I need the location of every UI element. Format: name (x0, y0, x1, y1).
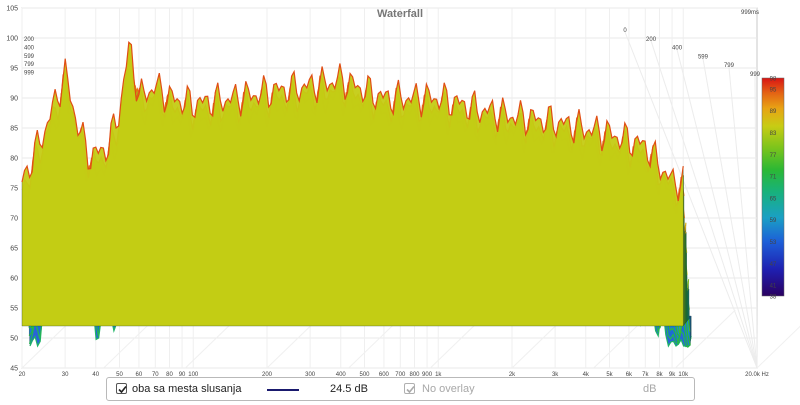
x-tick-label: 2k (509, 372, 516, 378)
x-tick-label: 900 (422, 372, 433, 378)
time-grid-line (650, 40, 758, 369)
y-tick-label: 60 (10, 276, 18, 283)
x-tick-label: 90 (179, 372, 186, 378)
time-grid-line (624, 31, 758, 369)
colorbar-tick-label: 53 (770, 240, 777, 246)
x-tick-label: 300 (305, 372, 316, 378)
axis-labels: 45 50 55 60 65 70 75 80 85 90 95 100 105 20 30 40 50 60 70… (6, 6, 769, 379)
y-tick-label: 100 (6, 36, 18, 43)
series-level: 24.5 dB (330, 383, 368, 395)
colorbar-tick-label: 41 (770, 284, 777, 290)
x-tick-label: 70 (152, 372, 159, 378)
chart-title: Waterfall (377, 8, 423, 20)
time-tick-label: 599 (698, 54, 709, 60)
slice-ridge-line (21, 41, 684, 202)
x-tick-label: 5k (606, 372, 613, 378)
x-tick-label: 60 (136, 372, 143, 378)
x-unit-label: 20.0k Hz (745, 372, 769, 378)
colorbar-tick-label: 59 (770, 218, 777, 224)
time-left-label: 999 (24, 71, 35, 77)
x-tick-label: 40 (92, 372, 99, 378)
x-tick-label: 30 (62, 372, 69, 378)
overlay-checkbox[interactable] (404, 383, 415, 394)
x-tick-label: 9k (669, 372, 676, 378)
y-tick-label: 45 (10, 366, 18, 373)
x-tick-label: 800 (409, 372, 420, 378)
legend-bar: oba sa mesta slusanja 24.5 dB No overlay… (106, 377, 695, 401)
x-tick-label: 80 (166, 372, 173, 378)
checkmark-icon (406, 385, 415, 394)
time-tick-label: 200 (646, 37, 657, 43)
time-grid-line (728, 67, 758, 369)
x-tick-label: 700 (395, 372, 406, 378)
colorbar-tick-label: 89 (770, 109, 777, 115)
time-tick-label: 0 (623, 28, 627, 34)
colorbar-gradient (761, 77, 785, 297)
colorbar-tick-label: 65 (770, 196, 777, 202)
x-tick-label: 500 (359, 372, 370, 378)
waterfall-slice (21, 41, 684, 327)
y-tick-label: 85 (10, 126, 18, 133)
x-tick-label: 400 (336, 372, 347, 378)
y-tick-label: 55 (10, 306, 18, 313)
floor-line (756, 325, 800, 369)
colorbar: 98 95 89 83 77 71 65 59 53 47 41 38 (761, 77, 785, 301)
x-tick-label: 200 (262, 372, 273, 378)
colorbar-tick-label: 77 (770, 153, 777, 159)
y-tick-label: 105 (6, 6, 18, 13)
x-tick-label: 1k (435, 372, 442, 378)
time-grid-line (676, 49, 758, 369)
y-tick-label: 50 (10, 336, 18, 343)
time-grid-line (754, 75, 758, 369)
x-tick-label: 50 (116, 372, 123, 378)
colorbar-tick-label: 98 (770, 77, 777, 83)
time-tick-label: 799 (724, 63, 735, 69)
overlay-label: No overlay (422, 383, 475, 395)
colorbar-tick-label: 47 (770, 262, 777, 268)
time-left-label: 799 (24, 62, 35, 68)
time-left-label: 400 (24, 45, 35, 51)
overlay-level: dB (643, 383, 657, 395)
x-tick-label: 3k (552, 372, 559, 378)
x-tick-label: 4k (583, 372, 590, 378)
checkmark-icon (118, 385, 127, 394)
time-left-label: 599 (24, 54, 35, 60)
x-tick-label: 7k (642, 372, 649, 378)
y-tick-label: 95 (10, 66, 18, 73)
y-tick-label: 65 (10, 246, 18, 253)
colorbar-tick-label: 83 (770, 131, 777, 137)
colorbar-tick-label: 71 (770, 175, 777, 181)
series-label: oba sa mesta slusanja (132, 383, 242, 395)
floor-line (674, 309, 736, 369)
x-tick-label: 20 (19, 372, 26, 378)
x-tick-label: 100 (188, 372, 199, 378)
y-tick-label: 70 (10, 216, 18, 223)
colorbar-tick-label: 38 (770, 295, 777, 301)
series-color-swatch (267, 389, 299, 391)
x-tick-label: 10k (678, 372, 689, 378)
time-tick-label: 400 (672, 46, 683, 52)
colorbar-tick-label: 95 (770, 87, 777, 93)
time-tick-label: 999 (750, 72, 761, 78)
y-tick-label: 75 (10, 186, 18, 193)
y-tick-label: 90 (10, 96, 18, 103)
x-tick-label: 6k (626, 372, 633, 378)
time-left-label: 200 (24, 37, 35, 43)
waterfall-slices (21, 41, 692, 349)
series-checkbox[interactable] (116, 383, 127, 394)
x-tick-label: 600 (379, 372, 390, 378)
y-tick-label: 80 (10, 156, 18, 163)
time-readout: 999ms (741, 10, 759, 16)
time-grid-line (702, 58, 758, 369)
x-tick-label: 8k (656, 372, 663, 378)
